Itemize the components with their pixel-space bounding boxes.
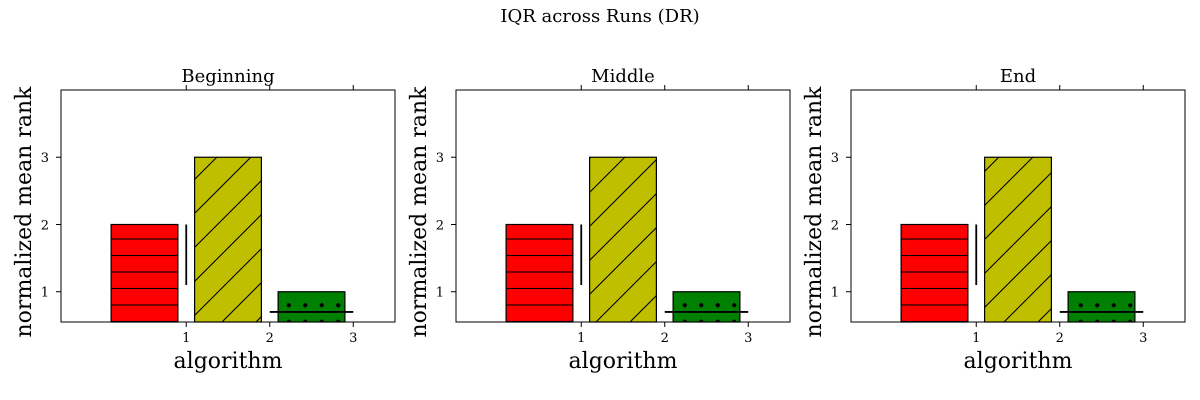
subplot-title: Beginning [181,66,274,87]
y-tick-label: 2 [41,218,49,233]
y-axis-label: normalized mean rank [802,86,827,338]
plot-frame [455,89,791,323]
bar-3 [672,291,741,323]
bar-1 [505,223,574,323]
bar-3 [1067,291,1136,323]
y-tick-label: 2 [436,218,444,233]
x-tick-label: 2 [266,331,274,346]
subplot-middle: 1 2 3 1 2 3 Middle algorithm normalized mean ran… [407,66,791,374]
bar-1 [110,223,179,323]
plot-frame [850,89,1186,323]
subplot-beginning: 1 2 3 1 2 3 Beginning algorithm normalized mean … [12,66,396,374]
y-axis-label: normalized mean rank [407,86,432,338]
bar-1 [900,223,969,323]
plot-frame [60,89,396,323]
x-tick-label: 3 [1139,331,1147,346]
y-tick-label: 1 [436,286,444,301]
subplot-title: End [1000,66,1036,87]
x-tick-label: 2 [1056,331,1064,346]
y-tick-label: 2 [831,218,839,233]
y-tick-label: 3 [436,151,444,166]
x-axis-label: algorithm [964,349,1073,374]
y-tick-label: 1 [831,286,839,301]
x-tick-label: 3 [349,331,357,346]
bar-2 [194,156,263,323]
x-tick-label: 1 [577,331,585,346]
x-tick-label: 2 [661,331,669,346]
bar-2 [983,156,1052,323]
x-tick-label: 1 [182,331,190,346]
bar-3 [277,291,346,323]
bar-2 [588,156,657,323]
y-tick-label: 3 [831,151,839,166]
subplot-title: Middle [591,66,655,87]
x-tick-label: 3 [744,331,752,346]
x-tick-label: 1 [972,331,980,346]
y-tick-label: 3 [41,151,49,166]
x-axis-label: algorithm [569,349,678,374]
figure-suptitle: IQR across Runs (DR) [500,6,700,27]
y-tick-label: 1 [41,286,49,301]
x-axis-label: algorithm [174,349,283,374]
subplot-end: 1 2 3 1 2 3 End algorithm normalized mean rank [802,66,1186,374]
y-axis-label: normalized mean rank [12,86,37,338]
